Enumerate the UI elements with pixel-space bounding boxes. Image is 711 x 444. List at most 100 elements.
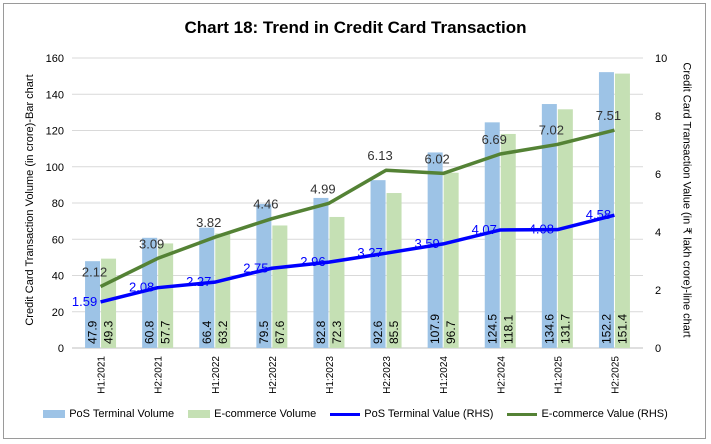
y-tick-label-right: 8 bbox=[655, 111, 661, 123]
bar bbox=[500, 133, 516, 348]
x-tick-label: H2:2021 bbox=[154, 356, 165, 394]
legend-label-pos-value: PoS Terminal Value (RHS) bbox=[364, 408, 494, 420]
bar-value-label: 92.6 bbox=[371, 320, 385, 344]
legend-item-ecom-volume: E-commerce Volume bbox=[188, 408, 316, 420]
line-value-label: 4.07 bbox=[472, 222, 497, 237]
bar-value-label: 131.7 bbox=[558, 314, 572, 344]
legend-swatch-ecom-volume bbox=[188, 410, 211, 418]
y-axis-left-label: Credit Card Transaction Volume (in crore… bbox=[24, 74, 36, 326]
legend-swatch-pos-volume bbox=[43, 410, 66, 418]
bar bbox=[614, 73, 630, 349]
bar bbox=[370, 180, 386, 348]
bar bbox=[215, 233, 231, 348]
bar bbox=[272, 225, 288, 348]
y-tick-label-left: 160 bbox=[46, 53, 64, 65]
bar-value-label: 63.2 bbox=[216, 320, 230, 344]
x-tick-label: H1:2022 bbox=[211, 356, 222, 394]
legend-item-ecom-value: E-commerce Value (RHS) bbox=[507, 408, 668, 420]
line-value-label: 4.08 bbox=[529, 222, 554, 237]
line-value-label: 4.58 bbox=[586, 207, 611, 222]
line-value-label: 6.69 bbox=[482, 132, 507, 147]
legend-label-ecom-volume: E-commerce Volume bbox=[214, 408, 317, 420]
x-tick-label: H1:2025 bbox=[553, 356, 564, 394]
y-tick-label-left: 140 bbox=[46, 89, 64, 101]
x-tick-label: H2:2024 bbox=[496, 356, 507, 394]
x-tick-label: H2:2025 bbox=[610, 356, 621, 394]
line-value-label: 7.51 bbox=[596, 108, 621, 123]
bar bbox=[386, 193, 402, 348]
bar bbox=[199, 227, 215, 348]
legend-label-ecom-value: E-commerce Value (RHS) bbox=[541, 408, 668, 420]
bar-value-label: 134.6 bbox=[542, 314, 556, 344]
bar-value-label: 152.2 bbox=[599, 314, 613, 344]
bar-value-label: 72.3 bbox=[330, 320, 344, 344]
bar-value-label: 60.8 bbox=[143, 320, 157, 344]
bar bbox=[256, 203, 272, 348]
bar-value-label: 85.5 bbox=[387, 320, 401, 344]
y-tick-label-right: 2 bbox=[655, 285, 661, 297]
bar-value-label: 79.5 bbox=[257, 320, 271, 344]
legend-label-pos-volume: PoS Terminal Volume bbox=[69, 408, 175, 420]
y-tick-label-left: 120 bbox=[46, 126, 64, 138]
bar-value-label: 49.3 bbox=[102, 320, 116, 344]
y-tick-label-left: 100 bbox=[46, 162, 64, 174]
legend-item-pos-volume: PoS Terminal Volume bbox=[43, 408, 174, 420]
bar-value-label: 66.4 bbox=[200, 320, 214, 344]
line-value-label: 6.13 bbox=[367, 148, 392, 163]
bar bbox=[158, 243, 174, 348]
line-value-label: 4.46 bbox=[253, 197, 278, 212]
bar-value-label: 57.7 bbox=[159, 320, 173, 344]
bar-value-label: 96.7 bbox=[444, 320, 458, 344]
bar-value-label: 67.6 bbox=[273, 320, 287, 344]
line-value-label: 3.59 bbox=[414, 236, 439, 251]
series-line bbox=[100, 213, 615, 304]
legend-swatch-ecom-value bbox=[507, 412, 538, 416]
bar-value-label: 47.9 bbox=[86, 320, 100, 344]
line-value-label: 2.96 bbox=[300, 254, 325, 269]
y-axis-right-label: Credit Card Transaction Value (in ₹ lakh… bbox=[680, 62, 693, 338]
line-value-label: 4.99 bbox=[310, 181, 335, 196]
x-tick-label: H1:2021 bbox=[97, 356, 108, 394]
bar bbox=[598, 72, 614, 348]
x-tick-label: H2:2022 bbox=[268, 356, 279, 394]
series-line bbox=[99, 128, 615, 289]
line-value-label: 6.02 bbox=[424, 151, 449, 166]
bar bbox=[541, 104, 557, 348]
legend-item-pos-value: PoS Terminal Value (RHS) bbox=[330, 408, 493, 420]
line-value-label: 3.82 bbox=[196, 215, 221, 230]
y-tick-label-right: 6 bbox=[655, 169, 661, 181]
bar bbox=[484, 122, 500, 348]
x-tick-label: H2:2023 bbox=[382, 356, 393, 394]
bar-value-label: 124.5 bbox=[485, 314, 499, 344]
x-tick-label: H1:2023 bbox=[325, 356, 336, 394]
line-value-label: 2.12 bbox=[82, 265, 107, 280]
y-tick-label-left: 20 bbox=[52, 307, 64, 319]
x-tick-label: H1:2024 bbox=[439, 356, 450, 394]
bar bbox=[85, 261, 101, 348]
y-tick-label-right: 0 bbox=[655, 343, 661, 355]
chart-title: Chart 18: Trend in Credit Card Transacti… bbox=[184, 18, 527, 37]
legend: PoS Terminal Volume E-commerce Volume Po… bbox=[0, 408, 711, 420]
y-tick-label-left: 80 bbox=[52, 198, 64, 210]
y-tick-label-left: 40 bbox=[52, 271, 64, 283]
line-value-label: 3.27 bbox=[357, 245, 382, 260]
line-value-label: 7.02 bbox=[539, 122, 564, 137]
bar bbox=[329, 216, 345, 348]
bar bbox=[313, 197, 329, 348]
y-tick-label-left: 60 bbox=[52, 234, 64, 246]
bar-value-label: 107.9 bbox=[428, 314, 442, 344]
legend-swatch-pos-value bbox=[330, 412, 361, 416]
line-value-label: 3.09 bbox=[139, 236, 164, 251]
y-tick-label-right: 4 bbox=[655, 227, 661, 239]
y-tick-label-right: 10 bbox=[655, 53, 667, 65]
line-value-label: 2.08 bbox=[129, 280, 154, 295]
bar-value-label: 82.8 bbox=[314, 320, 328, 344]
y-tick-label-left: 0 bbox=[58, 343, 64, 355]
chart-frame bbox=[3, 3, 706, 439]
line-value-label: 1.59 bbox=[72, 294, 97, 309]
bar-value-label: 151.4 bbox=[615, 314, 629, 344]
bar bbox=[427, 152, 443, 348]
line-value-label: 2.75 bbox=[243, 260, 268, 275]
